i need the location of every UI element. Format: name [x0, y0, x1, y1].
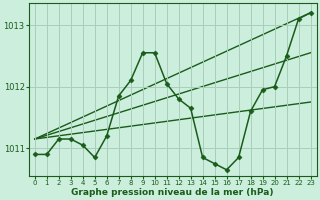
X-axis label: Graphe pression niveau de la mer (hPa): Graphe pression niveau de la mer (hPa) [71, 188, 274, 197]
